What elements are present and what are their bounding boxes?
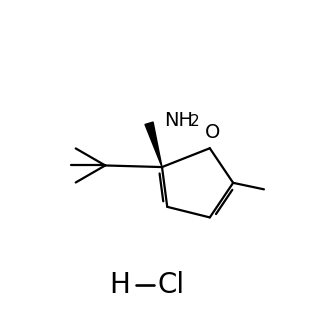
Polygon shape (145, 122, 162, 167)
Text: Cl: Cl (158, 271, 185, 299)
Text: H: H (109, 271, 130, 299)
Text: 2: 2 (189, 114, 199, 129)
Text: NH: NH (164, 111, 193, 130)
Text: O: O (205, 123, 220, 143)
